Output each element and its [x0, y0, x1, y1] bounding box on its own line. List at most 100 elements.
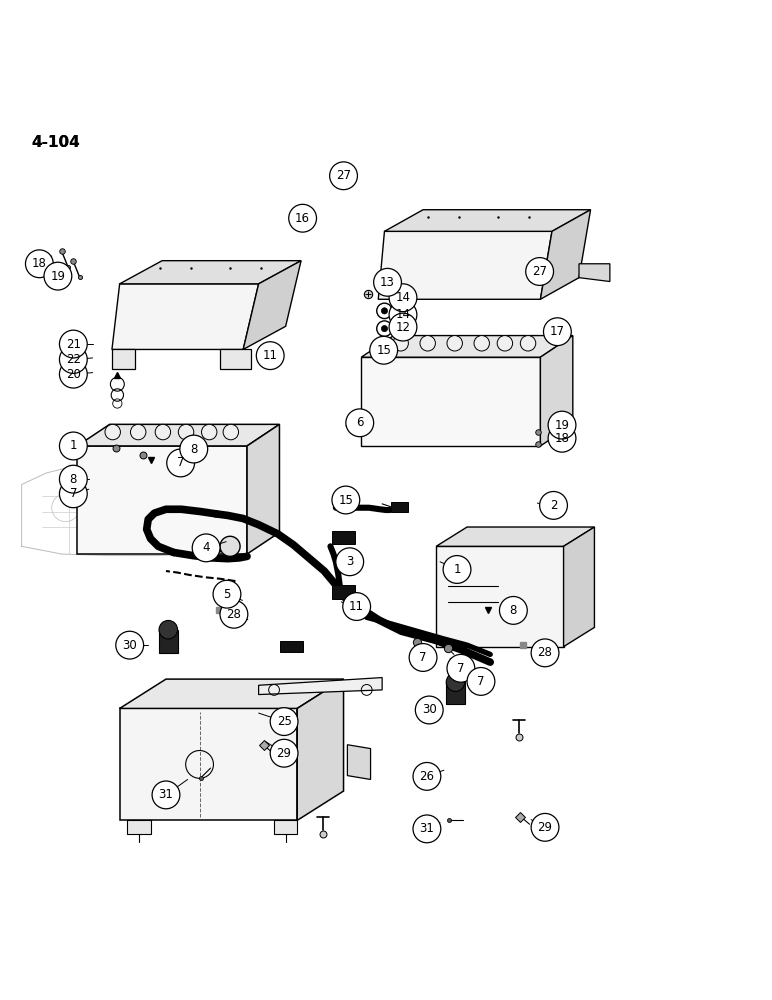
- Polygon shape: [77, 424, 279, 446]
- Polygon shape: [378, 231, 552, 299]
- Circle shape: [332, 486, 360, 514]
- Text: 6: 6: [356, 416, 364, 429]
- Text: 3: 3: [346, 555, 354, 568]
- Text: 25: 25: [276, 715, 292, 728]
- Text: 4-104: 4-104: [31, 135, 80, 150]
- Text: 18: 18: [554, 432, 570, 445]
- Polygon shape: [446, 682, 465, 704]
- Polygon shape: [384, 210, 591, 231]
- Circle shape: [381, 326, 388, 332]
- Text: 4-104: 4-104: [31, 135, 80, 150]
- Polygon shape: [391, 502, 408, 512]
- Polygon shape: [243, 261, 301, 349]
- Polygon shape: [112, 349, 135, 369]
- Circle shape: [201, 424, 217, 440]
- Circle shape: [44, 262, 72, 290]
- Circle shape: [346, 409, 374, 437]
- Text: 28: 28: [537, 646, 553, 659]
- Polygon shape: [297, 679, 344, 820]
- Circle shape: [389, 301, 417, 329]
- Text: 18: 18: [32, 257, 47, 270]
- Circle shape: [289, 204, 317, 232]
- Circle shape: [159, 620, 178, 639]
- Circle shape: [420, 336, 435, 351]
- Circle shape: [130, 424, 146, 440]
- Text: 1: 1: [453, 563, 461, 576]
- Circle shape: [548, 424, 576, 452]
- Circle shape: [447, 336, 462, 351]
- Circle shape: [155, 424, 171, 440]
- Circle shape: [220, 600, 248, 628]
- Circle shape: [413, 762, 441, 790]
- Text: 4: 4: [202, 541, 210, 554]
- Circle shape: [192, 534, 220, 562]
- Polygon shape: [259, 678, 382, 695]
- Text: 29: 29: [537, 821, 553, 834]
- Text: 14: 14: [395, 291, 411, 304]
- Circle shape: [213, 580, 241, 608]
- Text: 27: 27: [336, 169, 351, 182]
- Circle shape: [330, 162, 357, 190]
- Circle shape: [531, 813, 559, 841]
- Circle shape: [59, 432, 87, 460]
- Polygon shape: [120, 708, 297, 820]
- Polygon shape: [540, 210, 591, 299]
- Text: 22: 22: [66, 353, 81, 366]
- Circle shape: [497, 336, 513, 351]
- Circle shape: [59, 465, 87, 493]
- Circle shape: [389, 313, 417, 341]
- Circle shape: [105, 424, 120, 440]
- Text: 19: 19: [50, 270, 66, 283]
- Circle shape: [59, 480, 87, 508]
- Text: 2: 2: [550, 499, 557, 512]
- Text: 12: 12: [395, 321, 411, 334]
- Polygon shape: [564, 527, 594, 647]
- Circle shape: [548, 411, 576, 439]
- Text: 19: 19: [554, 419, 570, 432]
- Circle shape: [415, 696, 443, 724]
- Circle shape: [370, 336, 398, 364]
- Circle shape: [499, 596, 527, 624]
- Polygon shape: [112, 284, 259, 349]
- Polygon shape: [280, 641, 303, 652]
- Circle shape: [59, 360, 87, 388]
- Text: 11: 11: [349, 600, 364, 613]
- Circle shape: [59, 330, 87, 358]
- Text: 26: 26: [419, 770, 435, 783]
- Text: 28: 28: [226, 608, 242, 621]
- Circle shape: [474, 336, 489, 351]
- Circle shape: [152, 781, 180, 809]
- Circle shape: [59, 346, 87, 373]
- Circle shape: [393, 336, 408, 351]
- Circle shape: [256, 342, 284, 370]
- Polygon shape: [436, 527, 594, 546]
- Polygon shape: [361, 336, 573, 357]
- Text: 15: 15: [376, 344, 391, 357]
- Circle shape: [180, 435, 208, 463]
- Circle shape: [447, 654, 475, 682]
- Circle shape: [531, 639, 559, 667]
- Polygon shape: [120, 679, 344, 708]
- Circle shape: [409, 644, 437, 671]
- Circle shape: [343, 593, 371, 620]
- Text: 7: 7: [177, 456, 185, 469]
- Text: 31: 31: [419, 822, 435, 835]
- Text: 15: 15: [338, 493, 354, 506]
- Text: 16: 16: [295, 212, 310, 225]
- Circle shape: [446, 673, 465, 691]
- Text: 7: 7: [419, 651, 427, 664]
- Circle shape: [520, 336, 536, 351]
- Polygon shape: [220, 349, 251, 369]
- Polygon shape: [247, 424, 279, 554]
- Polygon shape: [361, 357, 540, 446]
- Circle shape: [220, 536, 240, 556]
- Polygon shape: [274, 820, 297, 834]
- Circle shape: [443, 556, 471, 583]
- Text: 7: 7: [477, 675, 485, 688]
- Polygon shape: [347, 745, 371, 779]
- Text: 21: 21: [66, 338, 81, 351]
- Polygon shape: [332, 531, 355, 544]
- Text: 8: 8: [190, 443, 198, 456]
- Polygon shape: [120, 261, 301, 284]
- Circle shape: [389, 284, 417, 312]
